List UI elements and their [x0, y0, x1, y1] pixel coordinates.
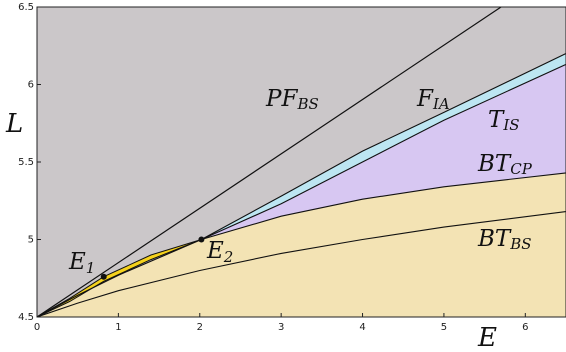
- t-is-region: [201, 64, 566, 240]
- y-tick-label: 5.5: [18, 157, 34, 168]
- x-tick-label: 1: [115, 322, 121, 333]
- plot-area: [37, 7, 566, 317]
- y-tick-label: 5: [28, 235, 34, 246]
- bt-region: [37, 172, 566, 317]
- point-label-e2: E2: [206, 238, 233, 266]
- e1-e2-lower-curve: [37, 239, 202, 317]
- y-tick-label: 4.5: [18, 312, 34, 323]
- region-label-pf-bs: PFBS: [265, 86, 319, 113]
- f-ia-upper-curve: [201, 53, 566, 240]
- y-axis-ticks: 4.5 5 5.5 6 6.5: [18, 2, 41, 323]
- x-tick-label: 3: [278, 322, 284, 333]
- point-e1: [100, 273, 107, 280]
- x-tick-label: 5: [441, 322, 447, 333]
- x-axis-title: E: [477, 323, 497, 352]
- point-label-e1: E1: [68, 249, 95, 277]
- x-axis-ticks: 0 1 2 3 4 5 6: [34, 313, 528, 333]
- region-label-t-is: TIS: [488, 107, 520, 134]
- f-ia-band: [201, 53, 566, 240]
- x-tick-label: 6: [522, 322, 528, 333]
- point-e2: [198, 236, 205, 243]
- y-axis-title: L: [5, 109, 23, 139]
- y-tick-label: 6: [28, 80, 34, 91]
- bt-bs-curve: [37, 211, 566, 317]
- region-label-f-ia: FIA: [416, 86, 450, 113]
- region-label-bt-cp: BTCP: [477, 151, 533, 178]
- x-tick-label: 4: [359, 322, 365, 333]
- x-tick-label: 0: [34, 322, 40, 333]
- pf-bs-curve: [37, 7, 503, 317]
- x-tick-label: 2: [197, 322, 203, 333]
- region-label-bt-bs: BTBS: [477, 226, 532, 253]
- bt-cp-curve: [37, 172, 566, 317]
- y-tick-label: 6.5: [18, 2, 34, 13]
- f-ia-lower-curve: [201, 63, 566, 241]
